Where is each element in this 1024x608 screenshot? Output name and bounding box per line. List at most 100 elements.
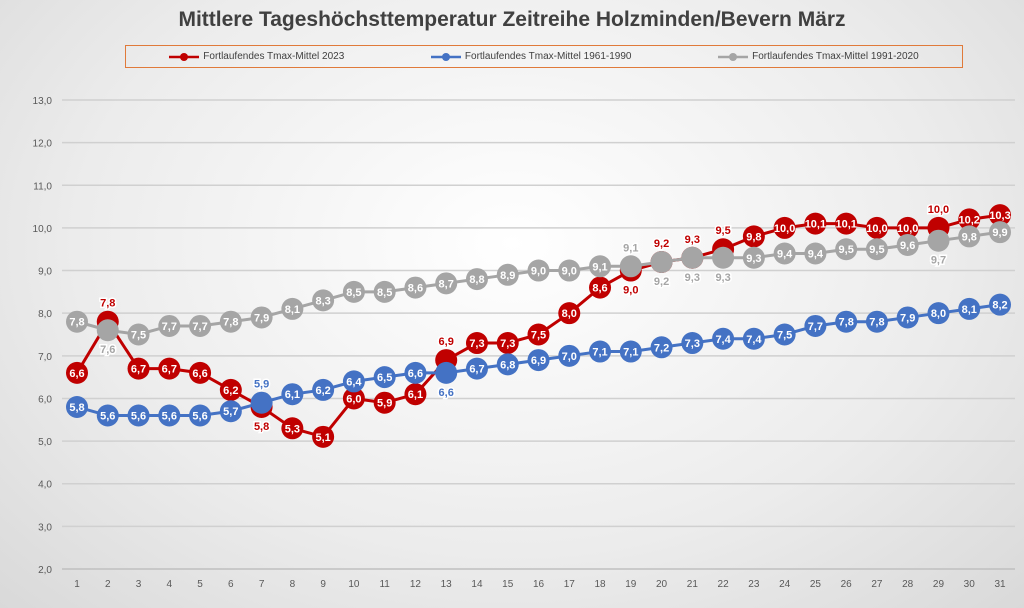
- data-label: 7,7: [192, 321, 207, 333]
- data-label: 6,1: [285, 389, 300, 401]
- data-label: 7,9: [254, 312, 269, 324]
- x-tick-label: 23: [748, 579, 760, 590]
- x-tick-label: 7: [259, 579, 265, 590]
- x-tick-label: 31: [994, 579, 1006, 590]
- data-point: [558, 344, 581, 367]
- x-tick-label: 4: [167, 579, 173, 590]
- data-label: 9,5: [839, 244, 854, 256]
- legend-item-1961-1990: Fortlaufendes Tmax-Mittel 1961-1990: [430, 51, 631, 62]
- data-label: 8,8: [469, 274, 484, 286]
- data-point: [527, 349, 550, 372]
- data-label: 5,6: [192, 411, 207, 423]
- data-point: [496, 332, 519, 355]
- data-label: 6,0: [346, 393, 361, 405]
- data-label: 6,8: [500, 359, 515, 371]
- x-tick-label: 18: [594, 579, 606, 590]
- y-tick-label: 7,0: [38, 352, 52, 363]
- data-label: 7,4: [746, 334, 762, 346]
- x-tick-label: 3: [136, 579, 142, 590]
- data-label: 9,6: [900, 240, 915, 252]
- data-label: 7,8: [869, 317, 884, 329]
- data-point: [865, 238, 888, 261]
- data-point: [250, 391, 273, 414]
- data-point: [865, 216, 888, 239]
- data-label: 7,7: [808, 321, 823, 333]
- x-tick-label: 24: [779, 579, 791, 590]
- data-point: [158, 357, 181, 380]
- data-point: [342, 280, 365, 303]
- data-label: 5,1: [315, 432, 330, 444]
- x-tick-label: 27: [871, 579, 883, 590]
- data-label: 8,0: [562, 308, 577, 320]
- series-1: [66, 293, 1011, 427]
- data-label: 9,0: [623, 285, 638, 297]
- data-label: 9,5: [715, 225, 730, 237]
- data-label: 8,5: [377, 287, 392, 299]
- data-label: 6,2: [223, 385, 238, 397]
- data-point: [96, 319, 119, 342]
- data-label: 8,9: [500, 270, 515, 282]
- data-point: [558, 302, 581, 325]
- x-tick-label: 17: [564, 579, 576, 590]
- data-point: [619, 255, 642, 278]
- data-point: [312, 378, 335, 401]
- data-point: [404, 276, 427, 299]
- data-label: 10,2: [959, 214, 980, 226]
- data-label: 5,8: [69, 402, 84, 414]
- data-point: [496, 353, 519, 376]
- data-label: 10,0: [897, 223, 918, 235]
- data-point: [958, 225, 981, 248]
- data-point: [865, 310, 888, 333]
- y-tick-label: 4,0: [38, 480, 52, 491]
- y-tick-label: 3,0: [38, 522, 52, 533]
- data-label: 9,0: [562, 266, 577, 278]
- data-label: 7,3: [685, 338, 700, 350]
- data-point: [773, 323, 796, 346]
- data-label: 5,3: [285, 423, 300, 435]
- data-labels: 6,6 7,8 6,7 6,7 6,6 6,2 5,8 5,3 5,1 6,0 5,9 6,1 6,9 7…: [69, 202, 1010, 444]
- data-point: [312, 425, 335, 448]
- x-tick-label: 29: [933, 579, 945, 590]
- data-label: 8,6: [408, 283, 423, 295]
- x-tick-label: 5: [197, 579, 203, 590]
- data-label: 9,3: [685, 272, 700, 284]
- data-point: [804, 314, 827, 337]
- data-label: 5,6: [100, 411, 115, 423]
- data-point: [589, 340, 612, 363]
- data-point: [742, 327, 765, 350]
- data-point: [312, 289, 335, 312]
- x-tick-label: 28: [902, 579, 914, 590]
- y-tick-label: 2,0: [38, 565, 52, 576]
- data-point: [527, 323, 550, 346]
- x-tick-label: 21: [687, 579, 699, 590]
- data-label: 6,7: [162, 364, 177, 376]
- data-point: [189, 361, 212, 384]
- legend-label: Fortlaufendes Tmax-Mittel 1991-2020: [752, 51, 919, 62]
- y-tick-label: 10,0: [33, 224, 53, 235]
- data-label: 5,7: [223, 406, 238, 418]
- data-label: 8,3: [315, 295, 330, 307]
- data-label: 9,7: [931, 255, 946, 267]
- data-label: 7,3: [500, 338, 515, 350]
- data-label: 9,5: [869, 244, 884, 256]
- data-label: 10,1: [835, 219, 856, 231]
- data-label: 5,9: [254, 379, 269, 391]
- data-label: 7,1: [592, 347, 607, 359]
- data-label: 7,9: [900, 312, 915, 324]
- data-point: [66, 361, 88, 384]
- data-label: 6,6: [69, 368, 84, 380]
- data-label: 7,0: [562, 351, 577, 363]
- data-point: [958, 297, 981, 320]
- data-label: 6,7: [469, 364, 484, 376]
- data-point: [835, 310, 858, 333]
- data-point: [219, 310, 242, 333]
- data-label: 8,1: [285, 304, 300, 316]
- y-tick-label: 12,0: [33, 139, 53, 150]
- data-label: 7,8: [839, 317, 854, 329]
- x-tick-label: 2: [105, 579, 111, 590]
- data-label: 10,0: [928, 204, 949, 216]
- legend: Fortlaufendes Tmax-Mittel 2023 Fortlaufe…: [125, 45, 963, 68]
- x-tick-label: 15: [502, 579, 514, 590]
- data-label: 8,5: [346, 287, 361, 299]
